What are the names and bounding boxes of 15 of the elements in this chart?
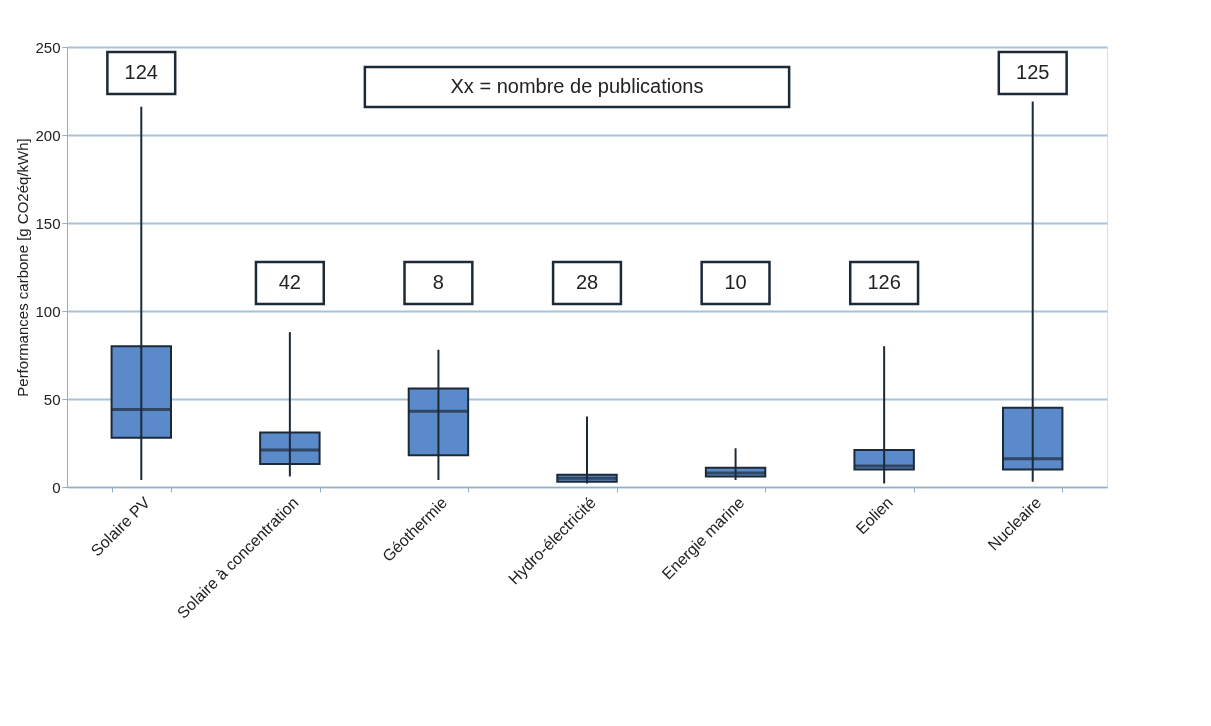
annotation: 126 <box>867 271 901 293</box>
y-tick-label: 250 <box>35 38 61 56</box>
y-tick-label: 100 <box>35 302 61 320</box>
annotation: 8 <box>432 271 444 293</box>
annotation: 125 <box>1016 61 1050 83</box>
y-tick-label: 200 <box>35 126 61 144</box>
y-tick-label: 150 <box>35 214 61 232</box>
annotation: 10 <box>724 271 747 293</box>
annotation: 42 <box>278 271 301 293</box>
annotation: Xx = nombre de publications <box>450 75 704 97</box>
y-axis-title: Performances carbone [g CO2éq/kWh] <box>14 138 32 397</box>
y-tick-label: 0 <box>52 478 61 496</box>
annotation: 28 <box>575 271 599 293</box>
annotation: 124 <box>124 61 158 83</box>
y-tick-label: 50 <box>43 390 61 408</box>
